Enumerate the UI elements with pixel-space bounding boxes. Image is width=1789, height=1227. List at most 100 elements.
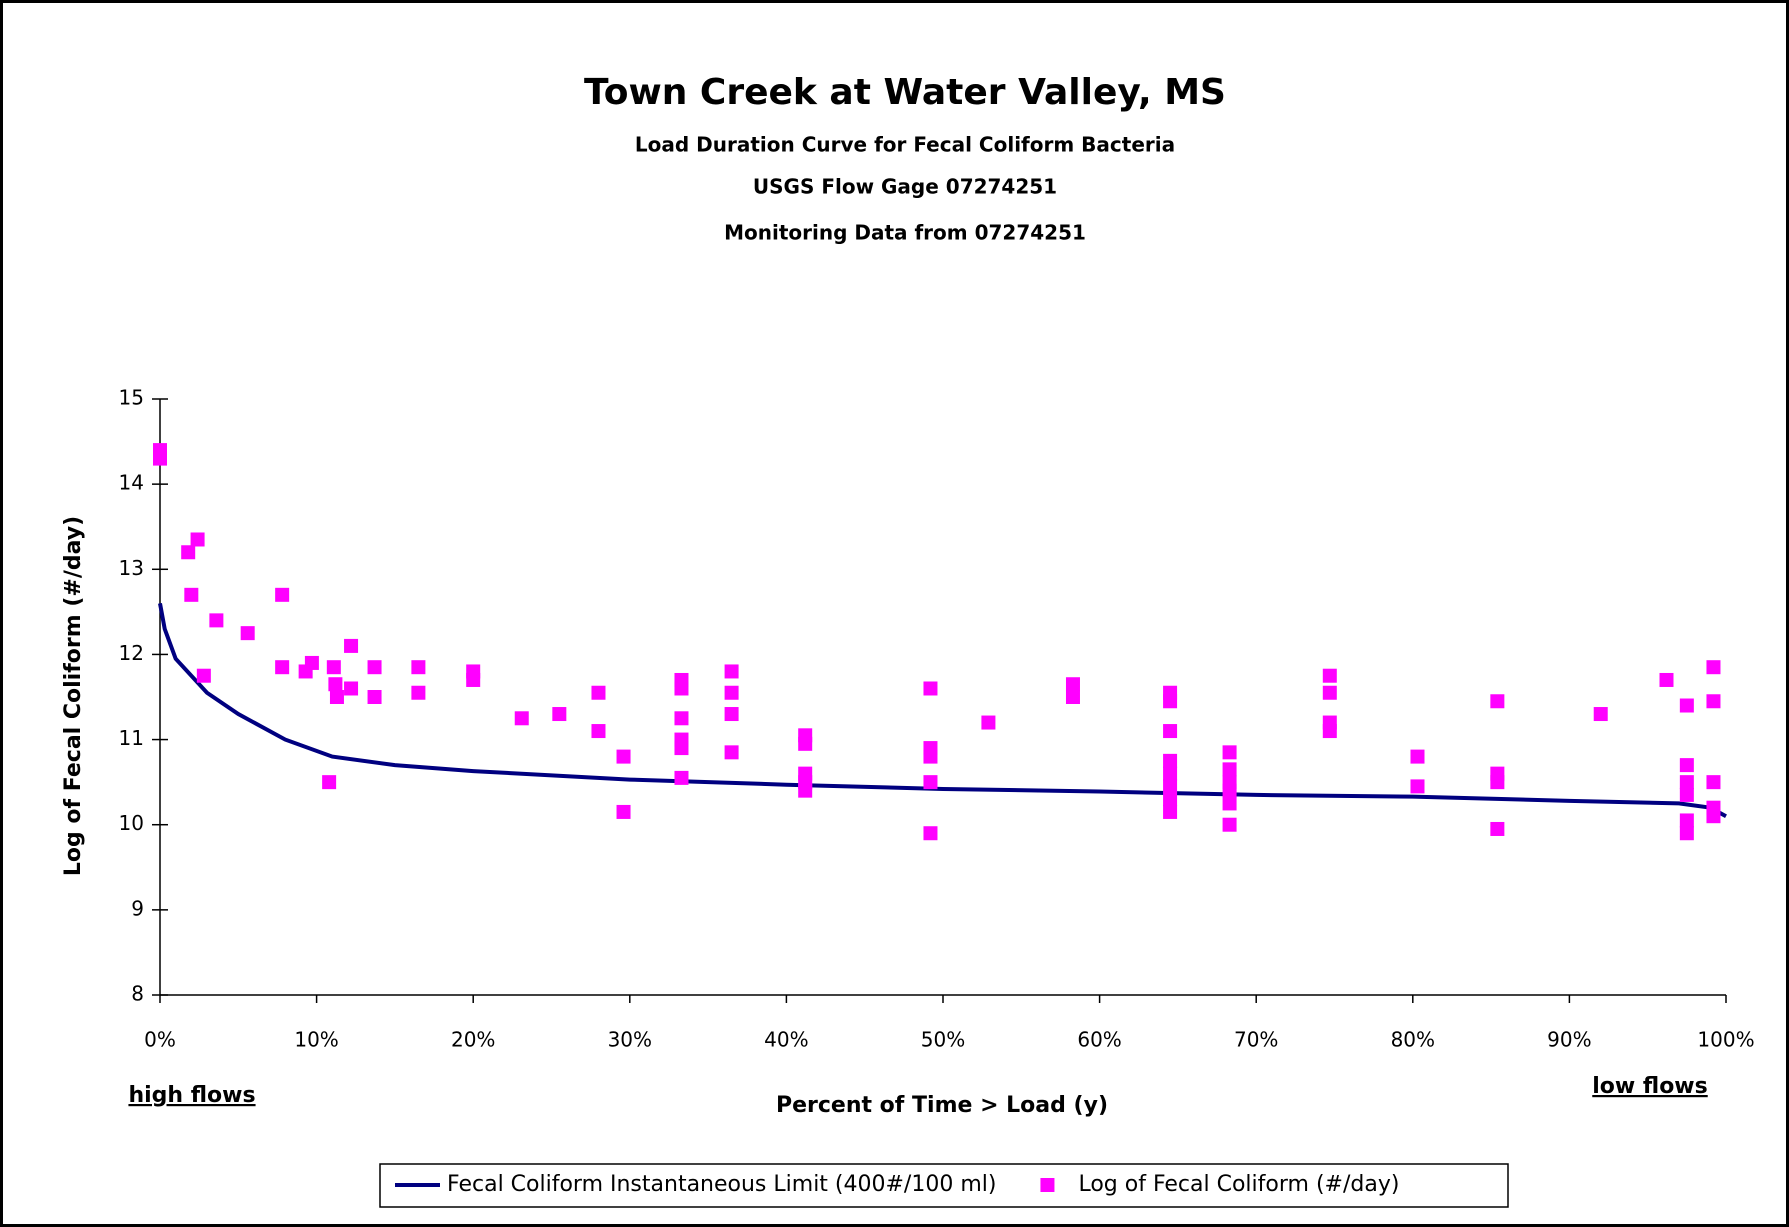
data-point	[1490, 775, 1505, 790]
x-tick-label: 100%	[1697, 1028, 1754, 1052]
data-point	[552, 707, 567, 722]
data-point	[1322, 668, 1337, 683]
data-point	[724, 745, 739, 760]
data-point	[674, 741, 689, 756]
data-point	[367, 690, 382, 704]
data-point	[1679, 775, 1694, 790]
data-point	[304, 655, 319, 670]
data-point	[724, 664, 739, 679]
data-point	[190, 532, 205, 547]
data-point	[1490, 694, 1505, 709]
data-point	[275, 587, 290, 602]
data-point	[1222, 762, 1237, 777]
legend-label: Log of Fecal Coliform (#/day)	[1078, 1172, 1399, 1197]
data-point	[981, 715, 996, 730]
x-tick-label: 70%	[1234, 1028, 1278, 1052]
data-point	[367, 660, 382, 675]
data-point	[1410, 779, 1425, 794]
y-tick-label: 15	[119, 386, 144, 410]
legend-swatch	[1040, 1178, 1055, 1192]
y-tick-label: 12	[119, 641, 144, 665]
y-tick-label: 9	[131, 896, 144, 920]
data-point	[1065, 677, 1080, 692]
chart-subtitle: Load Duration Curve for Fecal Coliform B…	[635, 133, 1175, 157]
data-point	[1706, 809, 1721, 824]
data-point	[411, 660, 426, 675]
data-point	[674, 770, 689, 785]
data-point	[1163, 766, 1178, 781]
data-point	[466, 672, 481, 687]
chart-subtitle: USGS Flow Gage 07274251	[753, 175, 1057, 199]
data-point	[798, 736, 813, 751]
data-point	[344, 638, 359, 653]
x-tick-label: 20%	[451, 1028, 495, 1052]
data-point	[1706, 694, 1721, 709]
data-point	[674, 681, 689, 696]
legend-box	[379, 1163, 1509, 1208]
data-point	[923, 681, 938, 696]
x-axis-label: Percent of Time > Load (y)	[776, 1093, 1108, 1118]
chart-title: Town Creek at Water Valley, MS	[584, 72, 1226, 113]
data-point	[181, 545, 196, 560]
data-point	[1706, 660, 1721, 675]
data-point	[1659, 672, 1674, 687]
x-tick-label: 90%	[1547, 1028, 1591, 1052]
y-tick-label: 8	[131, 982, 144, 1006]
data-point	[1163, 779, 1178, 794]
data-point	[240, 626, 255, 641]
data-point	[328, 677, 343, 692]
x-tick-label: 0%	[144, 1028, 176, 1052]
data-point	[1679, 826, 1694, 841]
data-point	[1706, 775, 1721, 790]
data-point	[616, 749, 631, 764]
data-point	[1163, 724, 1178, 739]
data-point	[1322, 724, 1337, 739]
data-point	[1593, 707, 1608, 722]
data-point	[322, 775, 337, 790]
y-tick-label: 11	[119, 726, 144, 750]
annotation: low flows	[1592, 1074, 1707, 1099]
data-point	[1410, 749, 1425, 764]
data-point	[923, 826, 938, 841]
data-point	[674, 711, 689, 726]
y-axis-label: Log of Fecal Coliform (#/day)	[61, 516, 86, 876]
data-point	[1163, 694, 1178, 709]
data-point	[1065, 690, 1080, 704]
data-point	[1222, 783, 1237, 798]
data-point	[1679, 698, 1694, 713]
data-point	[1163, 792, 1178, 807]
data-point	[209, 613, 224, 628]
data-point	[798, 783, 813, 798]
data-point	[1222, 796, 1237, 811]
data-point	[514, 711, 529, 726]
x-tick-label: 60%	[1077, 1028, 1121, 1052]
data-point	[1490, 821, 1505, 836]
data-point	[923, 775, 938, 790]
data-point	[616, 804, 631, 819]
data-point	[591, 685, 606, 700]
y-tick-label: 13	[119, 556, 144, 580]
data-point	[326, 660, 341, 675]
data-point	[275, 660, 290, 675]
data-point	[1679, 813, 1694, 828]
x-tick-label: 30%	[608, 1028, 652, 1052]
data-point	[1322, 685, 1337, 700]
data-point	[196, 668, 211, 683]
limit-line	[158, 602, 1727, 818]
data-point	[1163, 753, 1178, 768]
data-point	[724, 707, 739, 722]
legend-label: Fecal Coliform Instantaneous Limit (400#…	[447, 1172, 996, 1197]
x-tick-label: 50%	[921, 1028, 965, 1052]
data-point	[1222, 817, 1237, 832]
data-point	[184, 587, 199, 602]
data-point	[329, 690, 344, 704]
x-tick-label: 10%	[294, 1028, 338, 1052]
annotation: high flows	[128, 1083, 255, 1108]
data-point	[1163, 804, 1178, 819]
data-point	[411, 685, 426, 700]
y-tick-label: 10	[119, 811, 144, 835]
data-point	[724, 685, 739, 700]
x-tick-label: 80%	[1391, 1028, 1435, 1052]
